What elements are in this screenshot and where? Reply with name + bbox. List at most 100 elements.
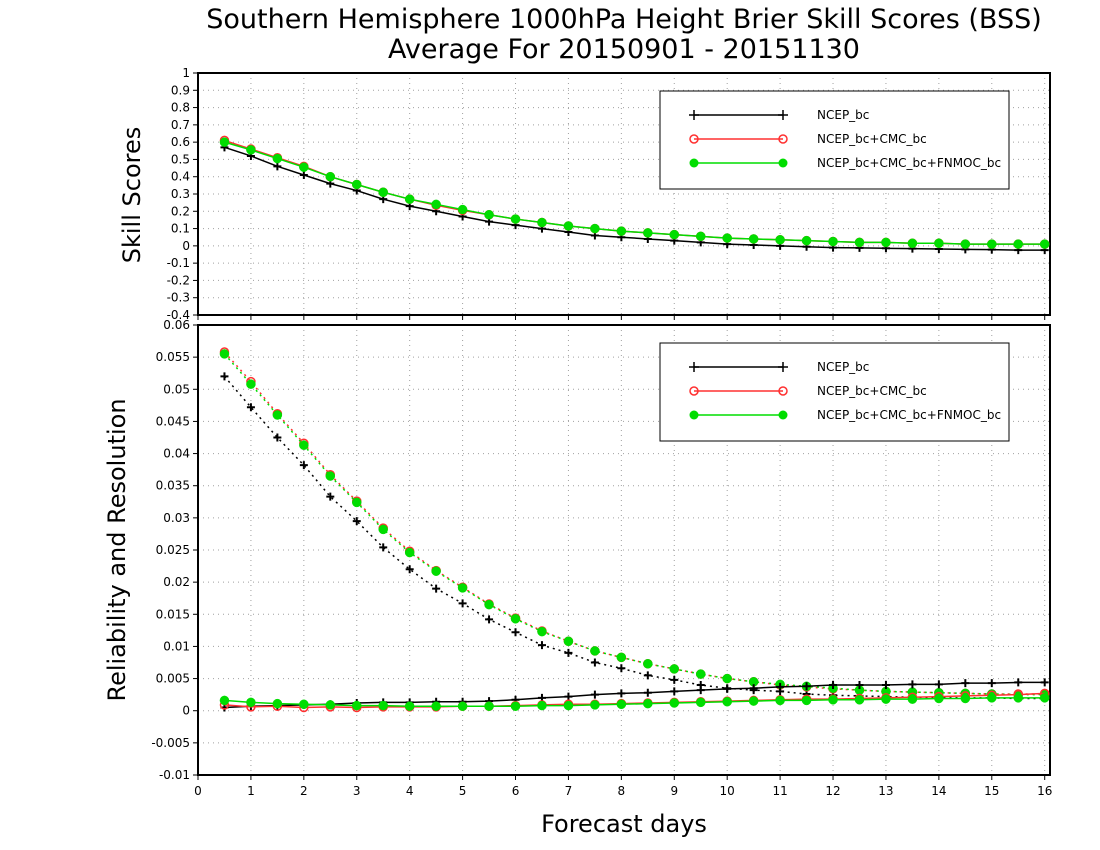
panel-0-y-tick-label: 0 xyxy=(182,239,190,253)
panel-1-series-5-point xyxy=(616,699,627,710)
panel-1-legend-label: NCEP_bc+CMC_bc+FNMOC_bc xyxy=(817,408,1001,422)
panel-0-series-2-point xyxy=(907,238,918,249)
panel-1-series-3-point xyxy=(881,681,890,689)
reliability-resolution-panel: -0.01 -0.005 0 0.005 0.01 0.015 0.02 0.025 0.03 0… xyxy=(151,318,1052,798)
panel-0-y-tick-label: 0.8 xyxy=(171,101,190,115)
panel-1-y-tick-label: 0.055 xyxy=(156,350,190,364)
panel-1-y-tick-label: 0.04 xyxy=(163,447,190,461)
panel-0-series-2-point xyxy=(325,171,336,182)
panel-0-series-2-point xyxy=(537,217,547,228)
panel-0-y-tick-label: -0.2 xyxy=(167,273,190,287)
x-tick-label: 1 xyxy=(247,784,255,798)
panel-1-series-3-point xyxy=(590,690,599,699)
panel-1-series-2-point xyxy=(590,646,600,656)
panel-0-series-2-point xyxy=(987,239,997,249)
panel-1-series-5-point xyxy=(828,695,838,705)
panel-1-series-3-point xyxy=(908,680,917,689)
panel-0-series-2-point xyxy=(1013,239,1023,249)
panel-0-series-2-point xyxy=(801,235,812,246)
panel-1-series-5-line xyxy=(224,697,1045,707)
panel-0-legend-label: NCEP_bc xyxy=(817,108,869,122)
panel-1-y-tick-label: 0.025 xyxy=(156,543,190,557)
panel-1-series-2-point xyxy=(219,349,230,359)
x-tick-label: 2 xyxy=(300,784,308,798)
panel-1-series-3-point xyxy=(749,684,758,693)
panel-0-y-tick-label: -0.3 xyxy=(167,291,190,305)
panel-1-series-5-point xyxy=(537,700,547,711)
panel-0-series-2-point xyxy=(748,234,759,244)
panel-1-series-0-point xyxy=(670,675,679,684)
panel-1-series-2-point xyxy=(325,471,336,481)
panel-0-series-2-point xyxy=(960,239,971,249)
panel-1-series-5-point xyxy=(643,698,653,709)
panel-0-series-2-point xyxy=(616,226,627,236)
panel-1-series-0-point xyxy=(643,671,652,680)
panel-1-series-0-point xyxy=(405,565,414,574)
panel-1-series-3-point xyxy=(1040,678,1049,687)
panel-0-legend-label: NCEP_bc+CMC_bc xyxy=(817,132,927,146)
panel-0-y-tick-label: 0.4 xyxy=(171,170,190,184)
panel-1-series-3-point xyxy=(961,679,970,688)
x-tick-label: 9 xyxy=(670,784,678,798)
chart-subtitle: Average For 20150901 - 20151130 xyxy=(388,34,860,65)
panel-1-series-5-point xyxy=(431,701,441,711)
panel-1-series-5-point xyxy=(219,695,230,706)
panel-1-y-tick-label: 0.03 xyxy=(163,511,190,525)
panel-1-y-tick-label: -0.005 xyxy=(151,736,190,750)
panel-0-y-tick-label: 1 xyxy=(182,66,190,80)
panel-1-y-tick-label: 0.045 xyxy=(156,414,190,428)
panel-1-series-3-point xyxy=(643,688,652,697)
panel-1-y-tick-label: 0.035 xyxy=(156,479,190,493)
panel-1-series-3-point xyxy=(829,681,838,689)
panel-1-series-5-point xyxy=(907,694,918,704)
panel-0-series-2-point xyxy=(352,179,362,190)
panel-1-series-2-point xyxy=(563,636,574,647)
panel-1-legend-marker xyxy=(778,386,788,396)
panel-1-series-0-point xyxy=(617,664,626,673)
panel-1-series-5-point xyxy=(378,700,388,711)
panel-1-series-5-point xyxy=(1013,693,1023,703)
panel-1-series-5-point xyxy=(748,696,759,706)
panel-1-legend-label: NCEP_bc xyxy=(817,360,869,374)
panel-0-series-2-point xyxy=(246,145,256,155)
panel-1-legend-marker xyxy=(689,362,699,372)
panel-1-series-2-point xyxy=(669,664,680,674)
x-tick-label: 8 xyxy=(618,784,626,798)
panel-1-series-5-point xyxy=(960,693,971,704)
panel-0-series-2-point xyxy=(643,228,653,238)
panel-1-series-5-point xyxy=(563,700,574,711)
panel-1-series-2-point xyxy=(695,669,706,679)
panel-1-series-5-point xyxy=(987,693,997,703)
panel-1-series-5-point xyxy=(881,694,891,704)
panel-0-legend-marker xyxy=(778,134,788,144)
panel-1-series-3-point xyxy=(696,686,705,695)
panel-1-series-2-point xyxy=(378,524,388,535)
panel-1-y-tick-label: 0 xyxy=(182,704,190,718)
panel-1-series-2-point xyxy=(431,566,441,576)
panel-0-y-tick-label: -0.1 xyxy=(167,256,190,270)
panel-1-legend-marker xyxy=(778,362,788,372)
panel-0-series-2-point xyxy=(854,237,865,248)
x-tick-label: 5 xyxy=(459,784,467,798)
panel-0-series-2-point xyxy=(484,209,494,220)
panel-1-series-5-point xyxy=(272,698,283,709)
panel-1-legend-label: NCEP_bc+CMC_bc xyxy=(817,384,927,398)
panel-1-series-2-point xyxy=(246,379,256,389)
panel-1-series-2-point xyxy=(352,497,362,508)
panel-1-series-5-point xyxy=(854,695,865,705)
panel-1-legend-marker xyxy=(778,410,788,420)
panel-0-series-2-point xyxy=(881,237,891,248)
panel-1-legend xyxy=(659,342,1010,442)
panel-0-y-tick-label: 0.6 xyxy=(171,135,190,149)
x-tick-label: 13 xyxy=(878,784,893,798)
x-tick-label: 16 xyxy=(1037,784,1052,798)
panel-1-series-3-point xyxy=(670,687,679,696)
panel-0-legend-marker xyxy=(778,110,788,120)
panel-1-series-3-point xyxy=(1014,678,1023,687)
panel-0-series-2-point xyxy=(590,223,600,234)
panel-1-series-3-point xyxy=(723,684,732,693)
panel-0-series-2-point xyxy=(431,199,441,210)
panel-1-series-5-point xyxy=(457,701,468,711)
panel-1-y-tick-label: 0.06 xyxy=(163,318,190,332)
panel-1-series-5-point xyxy=(1039,693,1050,703)
